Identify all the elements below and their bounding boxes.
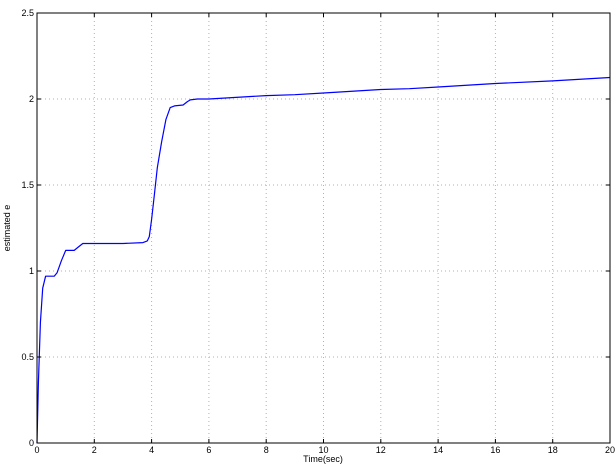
y-tick-label: 2.5 [21,8,34,18]
x-tick-label: 20 [605,445,615,455]
y-tick-label: 1 [29,266,34,276]
x-tick-label: 14 [433,445,443,455]
y-tick-label: 2 [29,94,34,104]
ticks: 0 2 4 6 8 10 12 14 16 18 20 0 0.5 1 1.5 2 2.5 [21,8,615,455]
y-tick-label: 0 [29,438,34,448]
y-tick-label: 0.5 [21,352,34,362]
series-line [36,76,611,444]
x-tick-label: 8 [264,445,269,455]
x-tick-label: 4 [149,445,154,455]
x-tick-label: 12 [376,445,386,455]
x-tick-label: 2 [92,445,97,455]
x-axis-label: Time(sec) [303,454,343,464]
plot-background [37,13,610,443]
x-tick-label: 6 [206,445,211,455]
y-axis-label: estimated e [2,205,12,252]
y-tick-label: 1.5 [21,180,34,190]
data-layer [36,76,611,444]
x-tick-label: 18 [548,445,558,455]
x-tick-label: 16 [490,445,500,455]
x-tick-label: 0 [34,445,39,455]
x-tick-label: 10 [318,445,328,455]
